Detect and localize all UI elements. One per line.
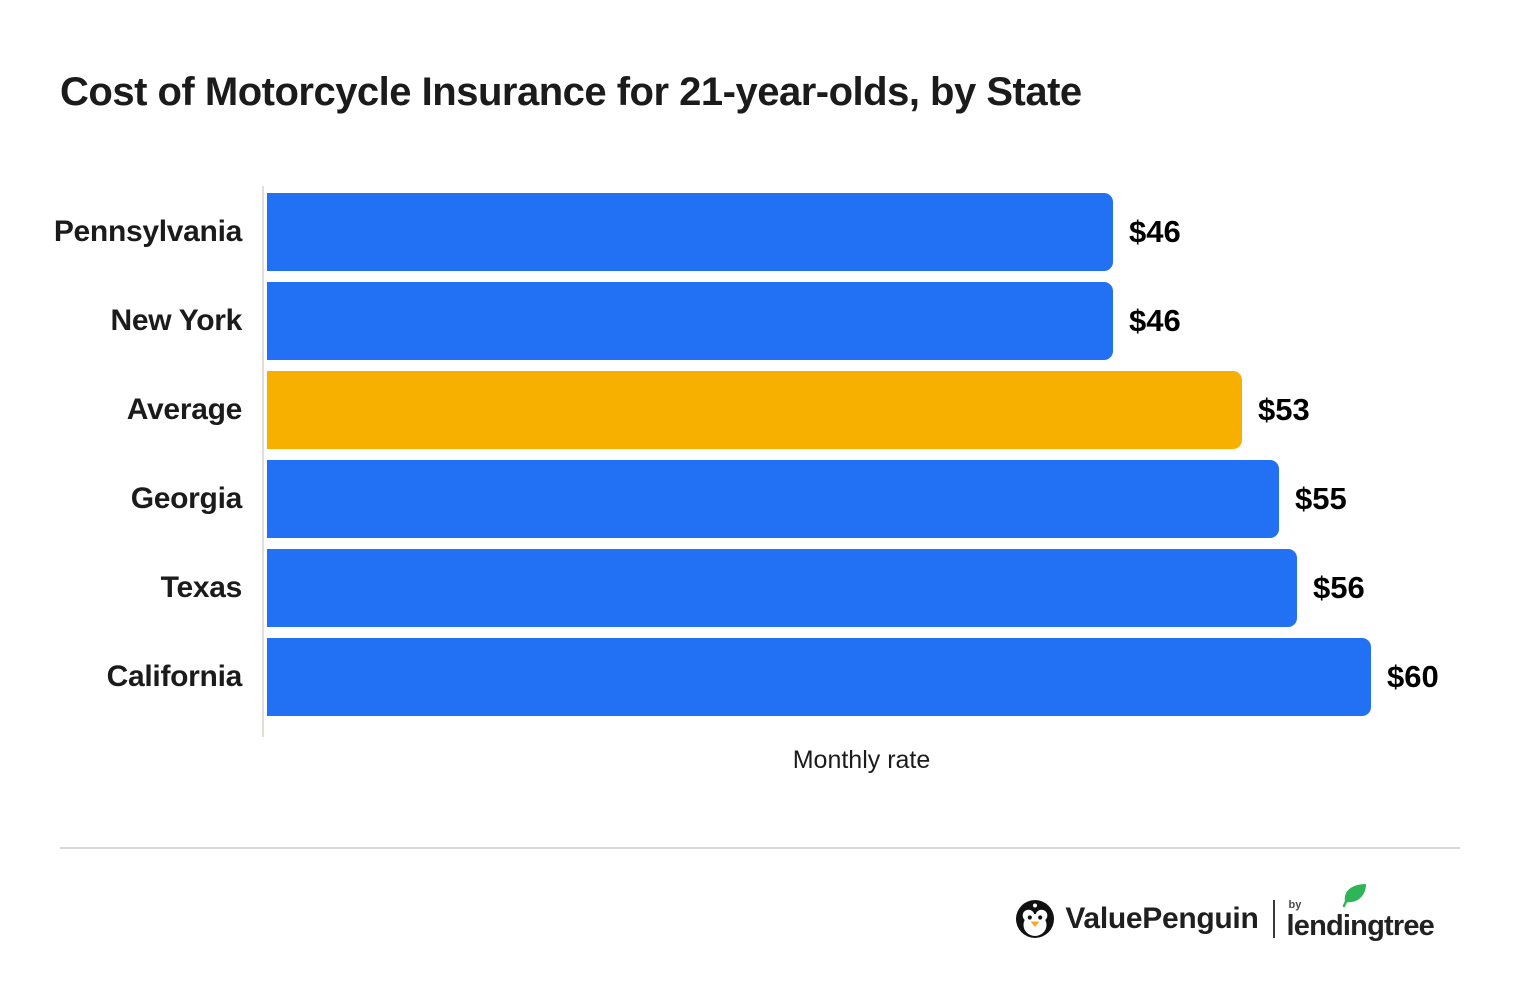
bar (267, 460, 1279, 538)
bar-rows: Pennsylvania $46 New York $46 Average $53 Geor… (0, 193, 1520, 716)
footer-branding: ValuePenguin by lendingtree (1015, 883, 1435, 945)
x-axis-label: Monthly rate (792, 746, 931, 774)
footer-divider (60, 847, 1460, 849)
bar-chart: Pennsylvania $46 New York $46 Average $53 Geor… (0, 186, 1520, 774)
lendingtree-logo: by lendingtree (1286, 883, 1435, 942)
bar-track: $60 (267, 638, 1439, 716)
value-label: $56 (1313, 570, 1365, 605)
bar-row: Texas $56 (0, 549, 1520, 627)
value-label: $60 (1387, 659, 1439, 694)
category-label: Pennsylvania (53, 215, 242, 248)
bar-track: $46 (267, 193, 1181, 271)
bar (267, 549, 1297, 627)
bar-track: $55 (267, 460, 1347, 538)
chart-title: Cost of Motorcycle Insurance for 21-year… (60, 70, 1082, 114)
value-label: $55 (1295, 481, 1347, 516)
valuepenguin-penguin-icon (1016, 900, 1055, 938)
value-label: $53 (1258, 392, 1310, 427)
category-label: Georgia (130, 482, 243, 515)
bar (267, 638, 1371, 716)
value-label: $46 (1129, 214, 1181, 249)
lendingtree-leaf-icon (1342, 883, 1366, 907)
category-label: Texas (160, 571, 243, 604)
by-label: by (1288, 898, 1302, 911)
bar-track: $46 (267, 282, 1181, 360)
category-label: Average (126, 393, 243, 426)
bar-row: California $60 (0, 638, 1520, 716)
value-label: $46 (1129, 303, 1181, 338)
bar-track: $56 (267, 549, 1365, 627)
bar-row: Pennsylvania $46 (0, 193, 1520, 271)
category-label: California (106, 660, 243, 693)
bar (267, 371, 1242, 449)
bar-row: Georgia $55 (0, 460, 1520, 538)
bar-track: $53 (267, 371, 1310, 449)
valuepenguin-wordmark: ValuePenguin (1065, 902, 1259, 935)
bar-row: Average $53 (0, 371, 1520, 449)
bar-row: New York $46 (0, 282, 1520, 360)
category-label: New York (110, 304, 242, 337)
y-axis-line (262, 186, 264, 737)
lendingtree-wordmark: lendingtree (1286, 909, 1435, 942)
brand-separator (1272, 900, 1275, 938)
bar (267, 193, 1113, 271)
bar (267, 282, 1113, 360)
